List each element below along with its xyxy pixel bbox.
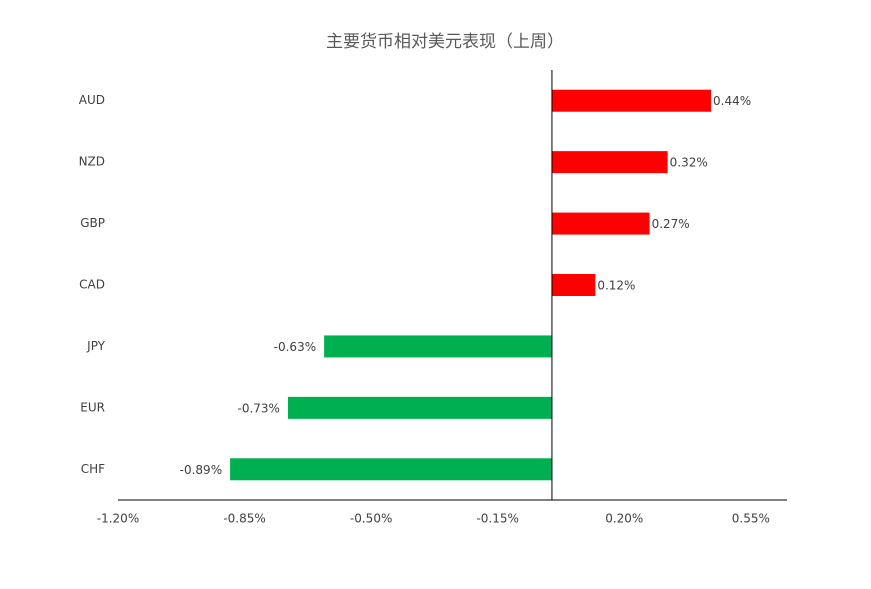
x-tick-label: 0.20% (605, 512, 643, 526)
value-label: -0.89% (180, 463, 222, 477)
y-tick-label: AUD (79, 93, 105, 107)
y-tick-label: EUR (80, 400, 105, 414)
bar (287, 396, 552, 419)
bar (551, 274, 596, 296)
y-tick-label: CAD (79, 278, 105, 292)
x-tick-label: -0.50% (350, 512, 392, 526)
chart-title: 主要货币相对美元表现（上周） (326, 32, 564, 52)
value-label: 0.44% (713, 94, 751, 108)
bar (324, 335, 552, 358)
value-label: 0.27% (652, 217, 690, 231)
value-label: 0.12% (597, 279, 635, 293)
x-tick-label: 0.55% (732, 512, 770, 526)
value-label: 0.32% (670, 156, 708, 170)
y-tick-label: CHF (81, 462, 105, 476)
bar (551, 212, 650, 235)
x-tick-label: -0.85% (223, 512, 265, 526)
x-tick-label: -0.15% (476, 512, 518, 526)
bar (551, 89, 712, 112)
y-tick-label: JPY (86, 339, 106, 353)
x-tick-label: -1.20% (97, 512, 139, 526)
y-tick-label: NZD (79, 155, 105, 169)
value-label: -0.73% (238, 401, 280, 415)
value-label: -0.63% (274, 340, 316, 354)
bar (230, 458, 552, 481)
bar (551, 151, 668, 174)
y-tick-label: GBP (80, 216, 105, 230)
